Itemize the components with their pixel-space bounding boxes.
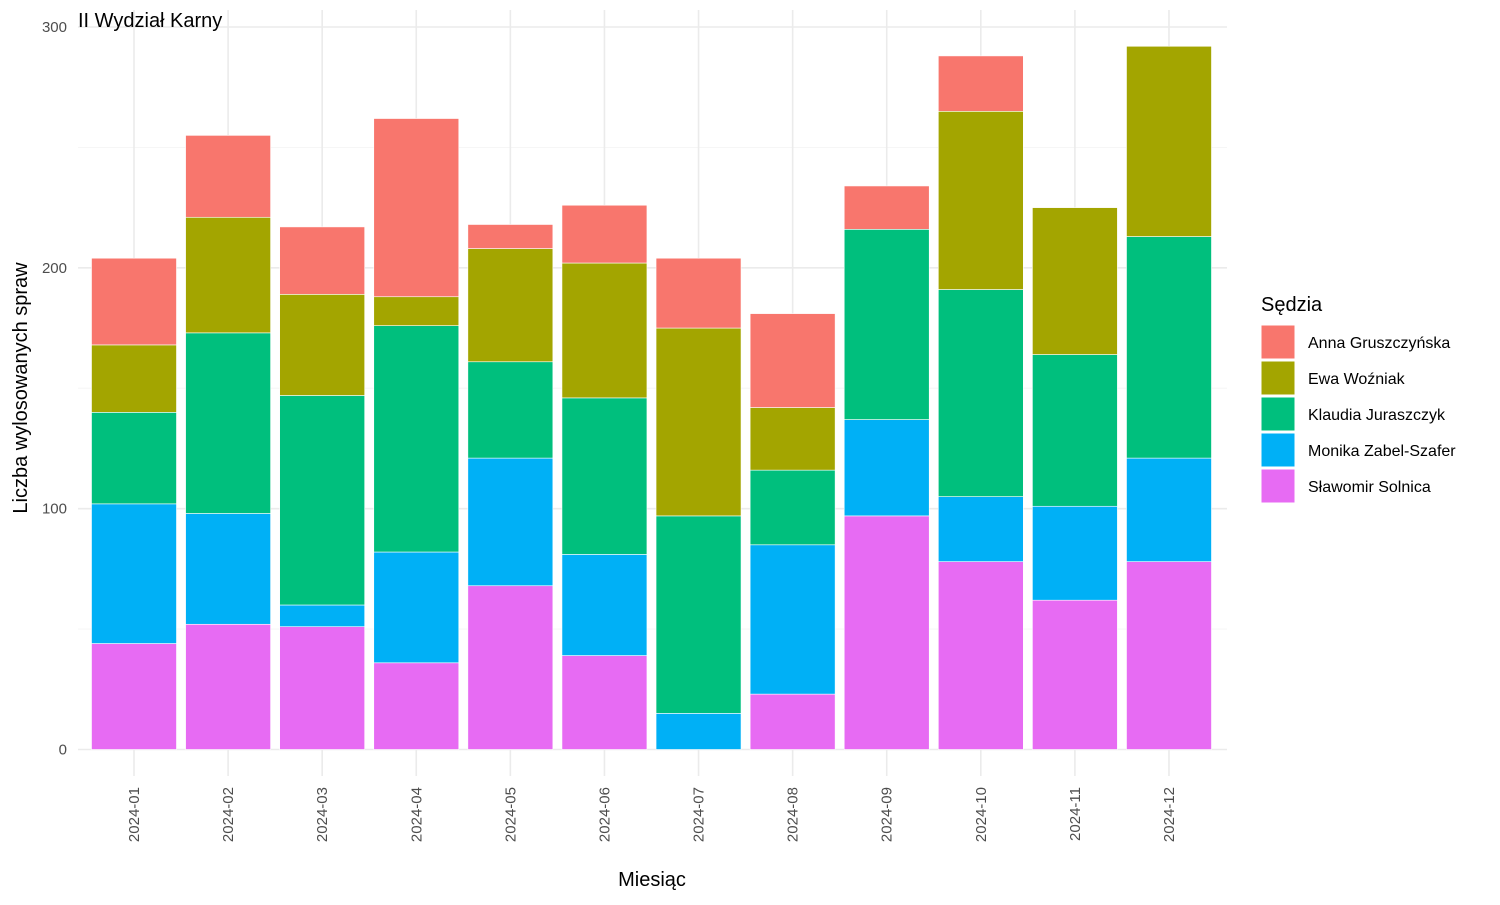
x-tick-label: 2024-08 (785, 787, 802, 842)
bar-segment-anna-gruszczynska-2024-10 (938, 55, 1024, 112)
y-axis-title: Liczba wylosowanych spraw (10, 262, 32, 514)
bar-segment-anna-gruszczynska-2024-02 (185, 135, 271, 218)
bar-segment-anna-gruszczynska-2024-01 (91, 257, 177, 346)
legend-key (1260, 396, 1296, 432)
legend-key (1260, 360, 1296, 396)
x-tick-label: 2024-03 (314, 787, 331, 842)
bar-segment-klaudia-juraszczyk-2024-08 (749, 469, 836, 546)
x-tick-label: 2024-04 (408, 787, 425, 842)
bar-segment-klaudia-juraszczyk-2024-01 (91, 412, 177, 505)
bar-segment-monika-zabel-szafer-2024-02 (185, 513, 271, 625)
bar-segment-slawomir-solnica-2024-02 (185, 623, 271, 750)
bar-segment-klaudia-juraszczyk-2024-02 (185, 332, 271, 514)
bar-segment-monika-zabel-szafer-2024-07 (655, 713, 742, 750)
bar-segment-monika-zabel-szafer-2024-05 (467, 457, 554, 587)
bar-segment-monika-zabel-szafer-2024-04 (373, 551, 460, 664)
bar-segment-monika-zabel-szafer-2024-12 (1126, 457, 1212, 562)
bar-segment-klaudia-juraszczyk-2024-07 (655, 515, 742, 714)
x-tick-label: 2024-07 (691, 787, 708, 842)
bar-segment-slawomir-solnica-2024-11 (1032, 599, 1118, 750)
bar-segment-monika-zabel-szafer-2024-09 (843, 419, 930, 517)
bar-segment-ewa-wozniak-2024-05 (467, 248, 554, 363)
x-tick-label: 2024-05 (502, 787, 519, 842)
x-tick-label: 2024-06 (596, 787, 613, 842)
y-tick-labels: 0 100 200 300 (42, 19, 67, 758)
x-tick-label: 2024-09 (879, 787, 896, 842)
bar-segment-ewa-wozniak-2024-07 (655, 327, 742, 517)
bar-segment-ewa-wozniak-2024-12 (1126, 45, 1212, 237)
bar-segment-klaudia-juraszczyk-2024-09 (843, 229, 930, 420)
bar-segment-anna-gruszczynska-2024-04 (373, 118, 460, 298)
bar-segment-ewa-wozniak-2024-03 (279, 294, 365, 396)
bar-segment-slawomir-solnica-2024-10 (938, 561, 1024, 750)
bar-segment-slawomir-solnica-2024-12 (1126, 561, 1212, 750)
legend-key (1260, 468, 1296, 504)
bar-segment-anna-gruszczynska-2024-09 (843, 185, 930, 230)
legend-key (1260, 432, 1296, 468)
bar-segment-monika-zabel-szafer-2024-01 (91, 503, 177, 644)
legend-label: Sławomir Solnica (1308, 479, 1431, 496)
legend-label: Monika Zabel-Szafer (1308, 443, 1456, 460)
bar-segment-monika-zabel-szafer-2024-11 (1032, 505, 1118, 601)
x-tick-label: 2024-10 (973, 787, 990, 842)
x-axis-title: Miesiąc (618, 869, 686, 891)
bar-segment-slawomir-solnica-2024-09 (843, 515, 930, 750)
bar-segment-anna-gruszczynska-2024-05 (467, 224, 554, 249)
bar-segment-ewa-wozniak-2024-10 (938, 111, 1024, 290)
bar-segment-klaudia-juraszczyk-2024-04 (373, 325, 460, 553)
legend: Sędzia Anna Gruszczyńska Ewa Woźniak Klaud… (1260, 294, 1456, 504)
bar-segment-slawomir-solnica-2024-06 (561, 655, 648, 750)
x-tick-label: 2024-11 (1067, 787, 1084, 841)
legend-label: Klaudia Juraszczyk (1308, 407, 1446, 424)
legend-label: Anna Gruszczyńska (1308, 335, 1450, 352)
bar-segment-anna-gruszczynska-2024-07 (655, 257, 742, 329)
chart-title: II Wydział Karny (78, 10, 222, 32)
legend-items: Anna Gruszczyńska Ewa Woźniak Klaudia Jura… (1260, 324, 1456, 504)
legend-label: Ewa Woźniak (1308, 371, 1406, 388)
x-tick-label: 2024-01 (126, 787, 143, 842)
bar-segment-monika-zabel-szafer-2024-10 (938, 496, 1024, 562)
x-tick-label: 2024-12 (1161, 787, 1178, 842)
bar-segment-monika-zabel-szafer-2024-06 (561, 554, 648, 656)
bar-segment-klaudia-juraszczyk-2024-10 (938, 289, 1024, 497)
legend-title: Sędzia (1261, 294, 1323, 316)
bar-segment-klaudia-juraszczyk-2024-12 (1126, 236, 1212, 459)
y-tick-label: 0 (59, 742, 67, 759)
bar-segment-slawomir-solnica-2024-04 (373, 662, 460, 750)
bar-segment-monika-zabel-szafer-2024-08 (749, 544, 836, 695)
bar-segment-ewa-wozniak-2024-11 (1032, 207, 1118, 355)
bars-layer (91, 45, 1212, 750)
bar-segment-klaudia-juraszczyk-2024-11 (1032, 354, 1118, 507)
bar-segment-slawomir-solnica-2024-01 (91, 643, 177, 750)
x-tick-label: 2024-02 (220, 787, 237, 842)
legend-key (1260, 324, 1296, 360)
y-tick-label: 300 (42, 19, 67, 36)
bar-segment-anna-gruszczynska-2024-08 (749, 313, 836, 408)
bar-segment-ewa-wozniak-2024-01 (91, 344, 177, 413)
bar-segment-klaudia-juraszczyk-2024-05 (467, 361, 554, 459)
bar-segment-ewa-wozniak-2024-06 (561, 262, 648, 399)
bar-segment-slawomir-solnica-2024-05 (467, 585, 554, 750)
bar-segment-ewa-wozniak-2024-08 (749, 407, 836, 471)
bar-segment-ewa-wozniak-2024-04 (373, 296, 460, 326)
bar-segment-slawomir-solnica-2024-08 (749, 693, 836, 750)
y-tick-label: 200 (42, 260, 67, 277)
bar-segment-klaudia-juraszczyk-2024-03 (279, 395, 365, 606)
bar-segment-anna-gruszczynska-2024-03 (279, 226, 365, 295)
bar-segment-ewa-wozniak-2024-02 (185, 216, 271, 334)
bar-segment-slawomir-solnica-2024-03 (279, 626, 365, 750)
x-tick-labels: 2024-01 2024-02 2024-03 2024-04 2024-05 2024-… (126, 787, 1178, 842)
bar-segment-monika-zabel-szafer-2024-03 (279, 604, 365, 627)
bar-segment-klaudia-juraszczyk-2024-06 (561, 397, 648, 555)
y-tick-label: 100 (42, 501, 67, 518)
bar-segment-anna-gruszczynska-2024-06 (561, 204, 648, 264)
